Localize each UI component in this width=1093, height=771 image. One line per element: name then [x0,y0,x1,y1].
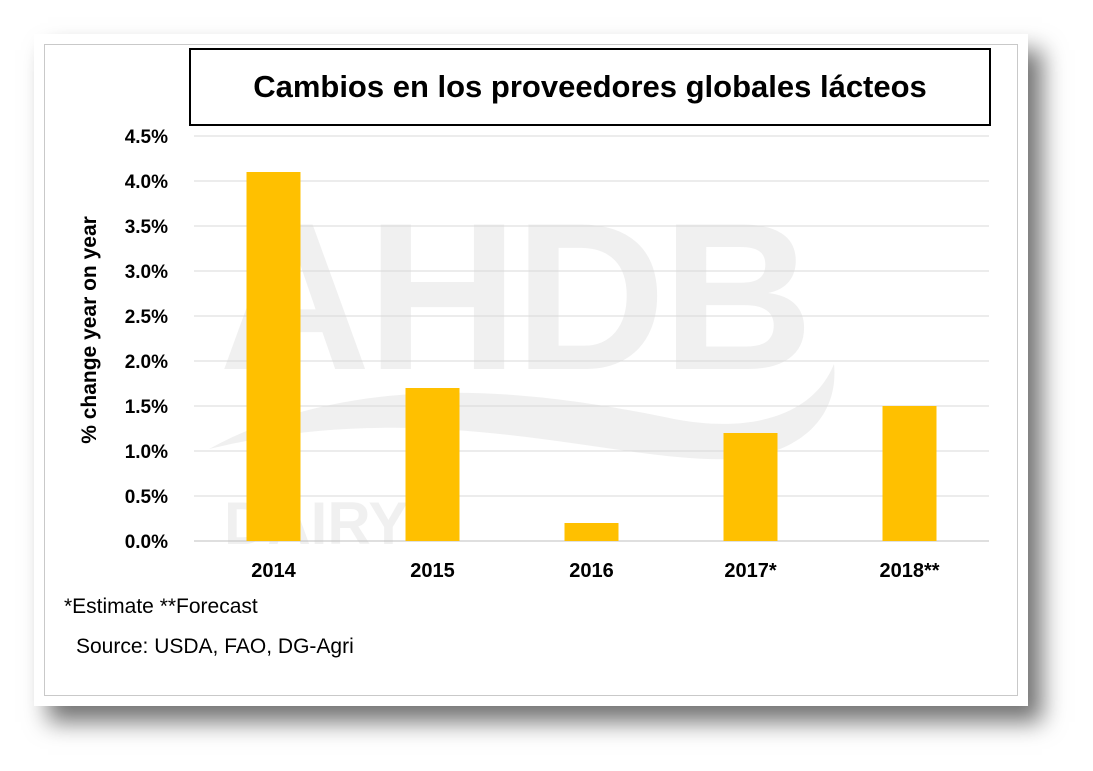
y-tick-label: 0.0% [125,532,168,553]
x-tick-label: 2016 [569,560,614,582]
source-note: Source: USDA, FAO, DG-Agri [76,635,354,658]
y-tick-label: 0.5% [125,487,168,508]
y-tick-label: 4.0% [125,172,168,193]
x-tick-label: 2017* [724,560,776,582]
x-tick-label: 2014 [251,560,296,582]
x-tick-label: 2015 [410,560,455,582]
chart-frame [44,44,1018,696]
gridlines [194,135,989,542]
x-axis-ticks: 2014 2015 2016 2017* 2018** [251,560,939,582]
y-tick-label: 3.5% [125,217,168,238]
y-tick-label: 2.5% [125,307,168,328]
bar-2014 [246,172,301,541]
chart-card: AHDB DAIRY 0.0% 0.5% 1.0% 1.5% 2.0% 2.5% 3.0% 3… [34,34,1028,706]
bars [246,172,937,541]
watermark-logo: AHDB DAIRY [209,179,835,557]
bar-2015 [405,388,460,541]
y-axis-ticks: 0.0% 0.5% 1.0% 1.5% 2.0% 2.5% 3.0% 3.5% 4.0% 4.5% [125,127,168,553]
bar-2016 [564,523,619,541]
bar-2018 [882,406,937,541]
bar-chart: AHDB DAIRY 0.0% 0.5% 1.0% 1.5% 2.0% 2.5% 3.0% 3… [78,127,989,582]
y-tick-label: 3.0% [125,262,168,283]
estimate-note: *Estimate **Forecast [64,595,258,618]
y-axis-label: % change year on year [78,216,101,444]
svg-text:AHDB: AHDB [219,179,810,414]
x-tick-label: 2018** [879,560,939,582]
y-tick-label: 4.5% [125,127,168,148]
y-tick-label: 1.0% [125,442,168,463]
y-tick-label: 1.5% [125,397,168,418]
chart-title: Cambios en los proveedores globales láct… [189,48,991,126]
y-tick-label: 2.0% [125,352,168,373]
bar-2017 [723,433,778,541]
